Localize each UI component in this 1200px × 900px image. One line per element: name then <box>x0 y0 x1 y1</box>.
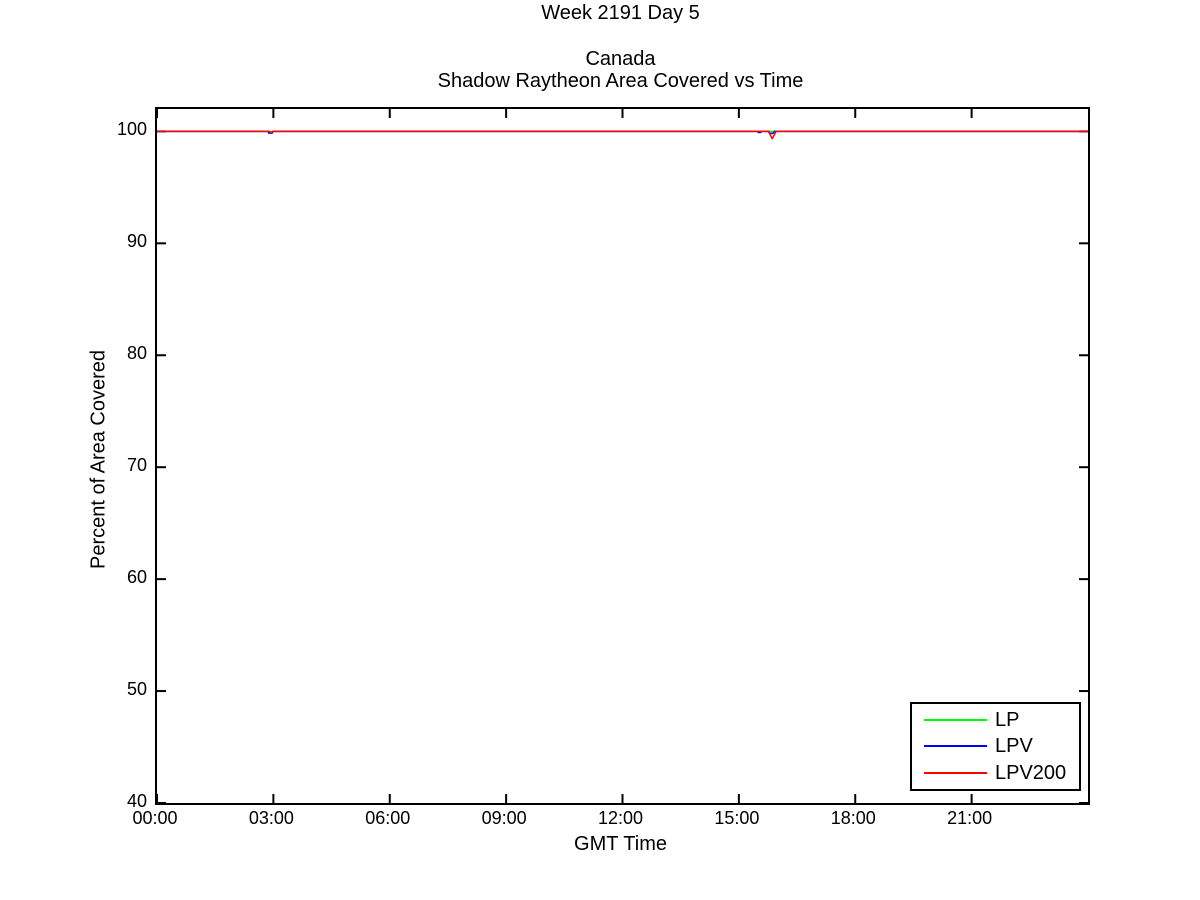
chart-title-line1: Canada <box>585 48 656 70</box>
x-axis-tick-label: 15:00 <box>714 808 760 828</box>
legend-item-label: LPV200 <box>995 761 1067 784</box>
legend-item-label: LP <box>995 709 1020 732</box>
x-axis-tick-label: 21:00 <box>947 808 993 828</box>
x-axis-label: GMT Time <box>574 833 667 855</box>
series-lines <box>157 130 1088 140</box>
y-axis-tick-label: 70 <box>126 455 147 476</box>
chart-title: Canada Shadow Raytheon Area Covered vs T… <box>55 48 1186 92</box>
y-axis-tick-label: 100 <box>116 119 147 140</box>
series-line-lpv <box>157 130 1088 135</box>
legend-item: LPV <box>912 733 1079 759</box>
legend: LP LPV LPV200 <box>910 702 1081 791</box>
y-axis-tick-label: 40 <box>126 791 147 811</box>
y-axis-tick-label: 60 <box>126 567 147 588</box>
legend-line-sample <box>924 719 987 722</box>
chart-title-line2: Shadow Raytheon Area Covered vs Time <box>437 70 804 92</box>
y-axis-tick-label: 90 <box>126 231 147 252</box>
series-line-lpv200 <box>157 130 1088 140</box>
x-axis-tick-label: 03:00 <box>248 808 294 828</box>
legend-item: LP <box>912 707 1079 733</box>
legend-item-label: LPV <box>995 735 1033 758</box>
x-axis-tick-label: 12:00 <box>597 808 644 828</box>
x-axis-tick-label: 00:00 <box>132 808 178 828</box>
legend-line-sample <box>924 771 987 774</box>
axis-ticks <box>157 109 1088 803</box>
plot-area <box>155 107 1090 805</box>
x-axis-tick-label: 06:00 <box>365 808 411 828</box>
legend-line-sample <box>924 745 987 748</box>
x-axis-tick-label: 09:00 <box>481 808 527 828</box>
y-axis-tick-label: 50 <box>126 679 147 700</box>
legend-item: LPV200 <box>912 760 1079 786</box>
y-axis-tick-label: 80 <box>126 343 147 364</box>
figure-title: Week 2191 Day 5 <box>541 2 700 24</box>
x-axis-tick-label: 18:00 <box>830 808 876 828</box>
plot-canvas <box>157 109 1088 803</box>
